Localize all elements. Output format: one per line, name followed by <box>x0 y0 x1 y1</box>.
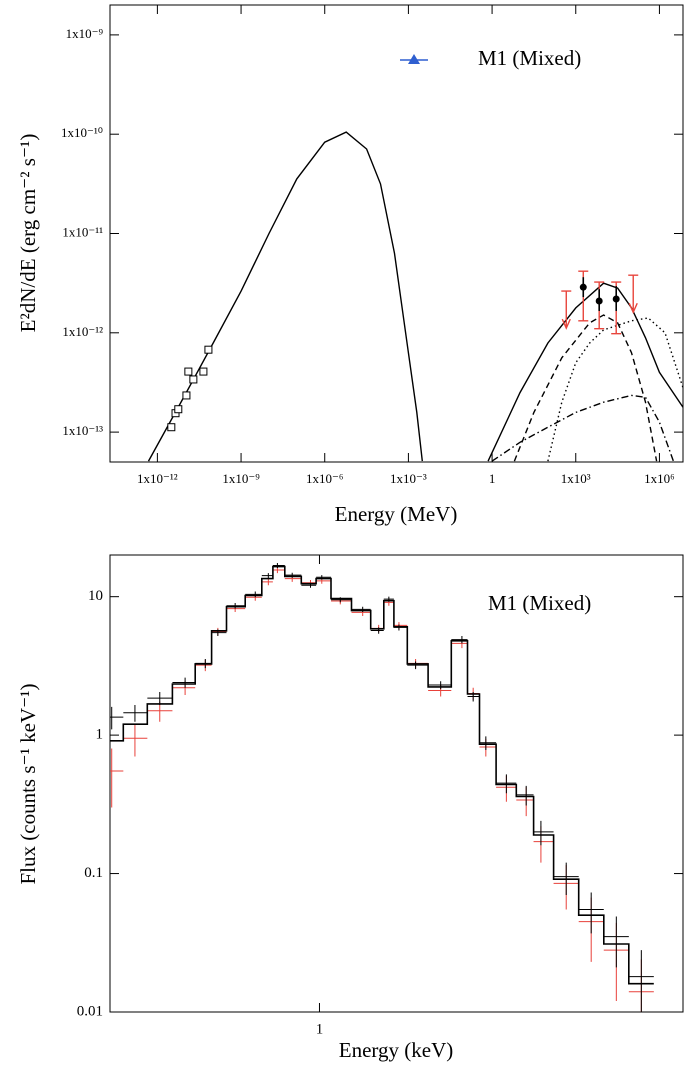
data-point <box>147 691 173 706</box>
data-point <box>110 706 124 730</box>
model-curve <box>491 394 675 462</box>
data-point <box>393 622 408 629</box>
y-axis-label: Flux (counts s⁻¹ keV⁻¹) <box>16 683 40 884</box>
x-tick-label: 1x10⁻¹² <box>137 471 178 486</box>
upper-limit <box>628 274 639 314</box>
data-point <box>199 367 208 376</box>
data-point <box>516 785 534 806</box>
data-point <box>261 573 273 579</box>
data-point <box>189 375 198 384</box>
data-point <box>184 367 193 376</box>
model-curve <box>487 282 683 462</box>
model-curve <box>147 131 423 462</box>
legend-label: M1 (Mixed) <box>478 46 581 70</box>
x-tick-label: 1x10⁶ <box>644 471 675 486</box>
plot-area <box>147 131 683 462</box>
data-point <box>451 635 468 644</box>
data-point <box>578 892 604 934</box>
y-tick-label: 0.1 <box>84 865 103 881</box>
y-axis-label: E²dN/dE (erg cm⁻² s⁻¹) <box>16 134 40 333</box>
x-tick-label: 1x10⁻⁹ <box>222 471 260 486</box>
data-point <box>110 748 124 808</box>
y-tick-label: 0.01 <box>77 1003 103 1019</box>
data-point <box>123 724 148 757</box>
data-point <box>272 566 285 574</box>
annotation: M1 (Mixed) <box>488 591 591 615</box>
data-point <box>245 591 262 598</box>
data-point <box>533 820 554 846</box>
data-point <box>612 295 620 303</box>
plot-area <box>110 563 654 1012</box>
data-point <box>226 603 246 609</box>
plot-frame <box>109 4 684 463</box>
data-point <box>167 423 176 432</box>
data-point <box>195 659 212 672</box>
model-curve <box>513 314 658 462</box>
model-curve <box>547 317 683 462</box>
legend-marker <box>408 54 420 64</box>
upper-limit <box>561 290 572 330</box>
x-axis-label: Energy (MeV) <box>335 502 458 526</box>
x-tick-label: 1 <box>489 471 496 486</box>
data-point <box>428 681 452 690</box>
x-tick-label: 1 <box>316 1021 324 1037</box>
data-point <box>261 578 273 586</box>
y-tick-label: 10 <box>88 588 103 604</box>
data-point <box>603 916 629 968</box>
x-tick-label: 1x10⁻³ <box>390 471 427 486</box>
data-point <box>182 391 191 400</box>
y-tick-label: 1x10⁻⁹ <box>66 26 104 41</box>
y-tick-label: 1x10⁻¹³ <box>62 423 103 438</box>
data-point <box>516 787 534 817</box>
y-tick-label: 1x10⁻¹⁰ <box>61 125 103 140</box>
y-tick-label: 1x10⁻¹¹ <box>62 224 103 239</box>
x-tick-label: 1x10⁻⁶ <box>306 471 343 486</box>
plot-frame <box>109 554 684 1013</box>
data-point <box>174 405 183 414</box>
data-point <box>479 736 497 751</box>
data-point <box>479 738 497 757</box>
x-axis-label: Energy (keV) <box>339 1038 454 1062</box>
data-point <box>172 677 196 688</box>
data-point <box>579 283 587 291</box>
model-curve <box>110 565 654 985</box>
data-point <box>628 950 654 1012</box>
y-tick-label: 1x10⁻¹² <box>62 324 103 339</box>
y-tick-label: 1 <box>96 727 104 743</box>
data-point <box>407 661 429 670</box>
data-point <box>211 627 227 636</box>
data-point <box>123 705 148 722</box>
data-point <box>204 345 213 354</box>
x-tick-label: 1x10³ <box>561 471 591 486</box>
data-point <box>595 297 603 305</box>
